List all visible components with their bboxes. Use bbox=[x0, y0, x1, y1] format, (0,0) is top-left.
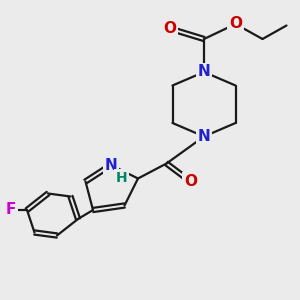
Text: F: F bbox=[5, 202, 16, 217]
Text: N: N bbox=[198, 64, 210, 80]
Text: O: O bbox=[163, 21, 176, 36]
Text: O: O bbox=[229, 16, 242, 32]
Text: O: O bbox=[184, 174, 197, 189]
Text: N: N bbox=[105, 158, 117, 172]
Text: H: H bbox=[116, 171, 127, 184]
Text: N: N bbox=[198, 129, 210, 144]
